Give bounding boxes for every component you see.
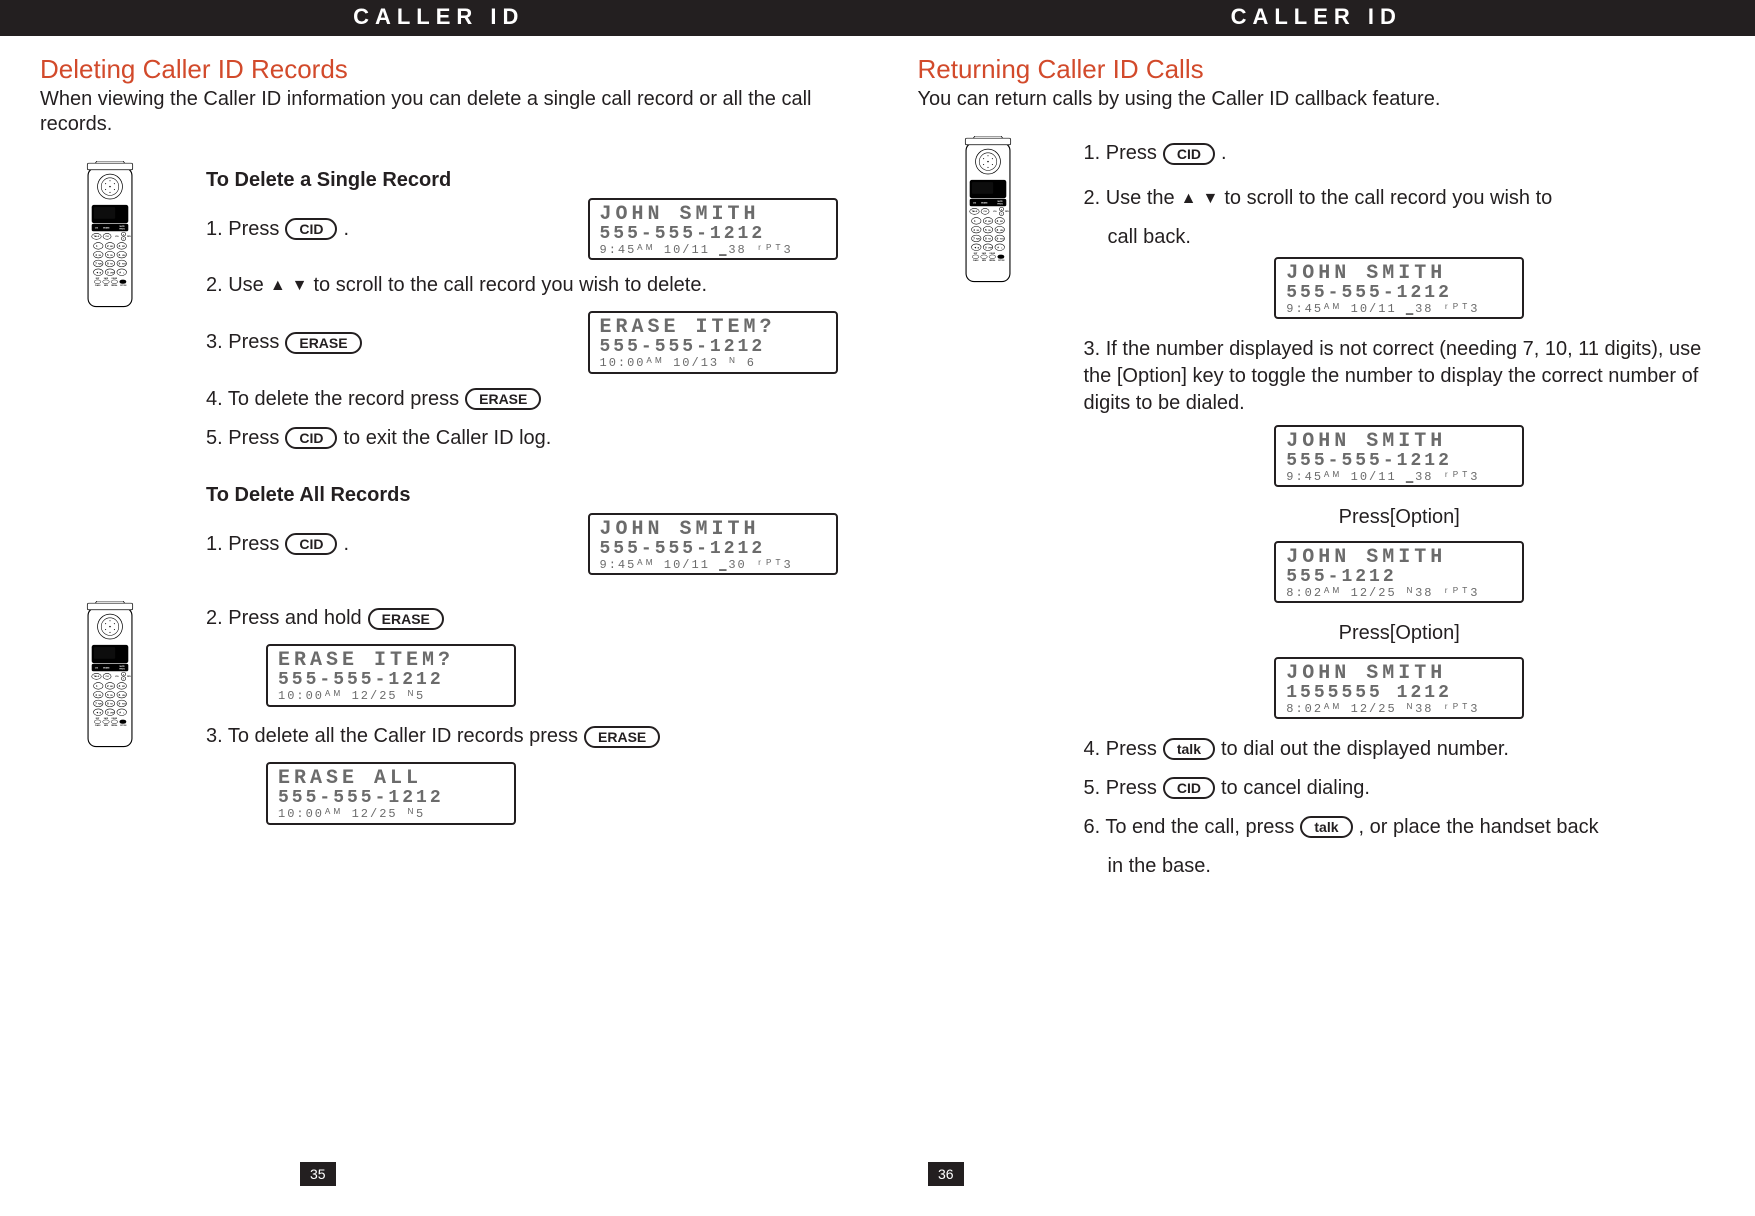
left-title: Deleting Caller ID Records	[40, 54, 838, 85]
lcd-all-1: JOHN SMITH 555-555-1212 9:45ᴬᴹ 10/11 ▁30…	[588, 513, 838, 575]
header-right: CALLER ID	[878, 0, 1755, 36]
lcd-r1: JOHN SMITH 555-555-1212 9:45ᴬᴹ 10/11 ▁38…	[1274, 257, 1524, 319]
r-s4a: 4. Press	[1084, 736, 1157, 763]
up-arrow-icon: ▲	[270, 278, 286, 294]
r-s6a: 6. To end the call, press	[1084, 814, 1295, 841]
phone-illustration-3	[918, 136, 1058, 291]
page-number-right: 36	[928, 1162, 964, 1186]
s2b: to scroll to the call record you wish to…	[314, 272, 708, 299]
r-s5a: 5. Press	[1084, 775, 1157, 802]
phone-illustration-2	[40, 601, 180, 756]
left-intro: When viewing the Caller ID information y…	[40, 87, 838, 137]
r-s6b: , or place the handset back	[1359, 814, 1599, 841]
s3a: 3. Press	[206, 329, 279, 356]
lcd-r2: JOHN SMITH 555-555-1212 9:45ᴬᴹ 10/11 ▁38…	[1274, 425, 1524, 487]
s1a: 1. Press	[206, 216, 279, 243]
phone-illustration-1	[40, 161, 180, 316]
left-page: CALLER ID Deleting Caller ID Records Whe…	[0, 0, 878, 1216]
lcd-r4: JOHN SMITH 1555555 1212 8:02ᴬᴹ 12/25 ᴺ38…	[1274, 657, 1524, 719]
a-s1b: .	[343, 531, 349, 558]
right-intro: You can return calls by using the Caller…	[918, 87, 1716, 112]
r-s5b: to cancel dialing.	[1221, 775, 1370, 802]
erase-button-4: ERASE	[584, 726, 660, 748]
a-s3a: 3. To delete all the Caller ID records p…	[206, 723, 578, 750]
down-arrow-icon: ▼	[292, 278, 308, 294]
cid-button: CID	[285, 218, 337, 240]
lcd-all-3: ERASE ALL 555-555-1212 10:00ᴬᴹ 12/25 ᴺ5	[266, 762, 516, 824]
all-heading: To Delete All Records	[206, 482, 838, 509]
cid-button-5: CID	[1163, 777, 1215, 799]
s4a: 4. To delete the record press	[206, 386, 459, 413]
s2a: 2. Use	[206, 272, 264, 299]
r-s3: 3. If the number displayed is not correc…	[1084, 336, 1716, 417]
lcd-r3: JOHN SMITH 555-1212 8:02ᴬᴹ 12/25 ᴺ38 ʳᴾᵀ…	[1274, 541, 1524, 603]
press-option-1: Press[Option]	[1084, 504, 1716, 531]
right-title: Returning Caller ID Calls	[918, 54, 1716, 85]
a-s2a: 2. Press and hold	[206, 605, 362, 632]
cid-button-4: CID	[1163, 143, 1215, 165]
a-s1a: 1. Press	[206, 531, 279, 558]
erase-button: ERASE	[285, 332, 361, 354]
talk-button: talk	[1163, 738, 1215, 760]
lcd-all-2: ERASE ITEM? 555-555-1212 10:00ᴬᴹ 12/25 ᴺ…	[266, 644, 516, 706]
r-s6c: in the base.	[1084, 853, 1716, 880]
s5a: 5. Press	[206, 425, 279, 452]
erase-button-3: ERASE	[368, 608, 444, 630]
right-page: CALLER ID Returning Caller ID Calls You …	[878, 0, 1755, 1216]
up-arrow-icon-2: ▲	[1181, 191, 1197, 207]
talk-button-2: talk	[1300, 816, 1352, 838]
lcd-single-1: JOHN SMITH 555-555-1212 9:45ᴬᴹ 10/11 ▁38…	[588, 198, 838, 260]
erase-button-2: ERASE	[465, 388, 541, 410]
cid-button-2: CID	[285, 427, 337, 449]
page-number-left: 35	[300, 1162, 336, 1186]
s5b: to exit the Caller ID log.	[343, 425, 551, 452]
header-left: CALLER ID	[0, 0, 878, 36]
r-s2c: call back.	[1084, 224, 1716, 251]
cid-button-3: CID	[285, 533, 337, 555]
s1b: .	[343, 216, 349, 243]
r-s4b: to dial out the displayed number.	[1221, 736, 1509, 763]
r-s1a: 1. Press	[1084, 140, 1157, 167]
press-option-2: Press[Option]	[1084, 620, 1716, 647]
r-s1b: .	[1221, 140, 1227, 167]
lcd-single-2: ERASE ITEM? 555-555-1212 10:00ᴬᴹ 10/13 ᴺ…	[588, 311, 838, 373]
single-heading: To Delete a Single Record	[206, 167, 838, 194]
down-arrow-icon-2: ▼	[1203, 191, 1219, 207]
r-s2a: 2. Use the	[1084, 185, 1175, 212]
r-s2b: to scroll to the call record you wish to	[1224, 185, 1552, 212]
